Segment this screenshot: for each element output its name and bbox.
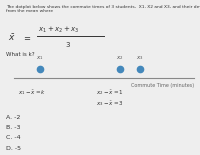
Text: $x_1 + x_2 + x_3$: $x_1 + x_2 + x_3$ [38,24,79,35]
Text: $\bar{x}$: $\bar{x}$ [8,32,16,43]
Text: $x_1 - \bar{x} = k$: $x_1 - \bar{x} = k$ [18,89,46,97]
Text: D. -5: D. -5 [6,146,21,151]
Text: $=$: $=$ [22,33,32,42]
Text: C. -4: C. -4 [6,135,21,140]
Text: A. -2: A. -2 [6,115,20,120]
Text: $x_3$: $x_3$ [136,54,144,62]
Text: $x_3 - \bar{x} = 3$: $x_3 - \bar{x} = 3$ [96,99,124,108]
Text: $x_1$: $x_1$ [36,54,44,62]
Text: $x_2$: $x_2$ [116,54,124,62]
Text: Commute Time (minutes): Commute Time (minutes) [131,83,194,88]
Text: $3$: $3$ [65,40,71,49]
Text: What is k?: What is k? [6,52,35,57]
Text: B. -3: B. -3 [6,125,21,130]
Text: $x_2 - \bar{x} = 1$: $x_2 - \bar{x} = 1$ [96,89,124,97]
Text: The dotplot below shows the commute times of 3 students,  X1, X2 and X3, and the: The dotplot below shows the commute time… [6,5,200,13]
